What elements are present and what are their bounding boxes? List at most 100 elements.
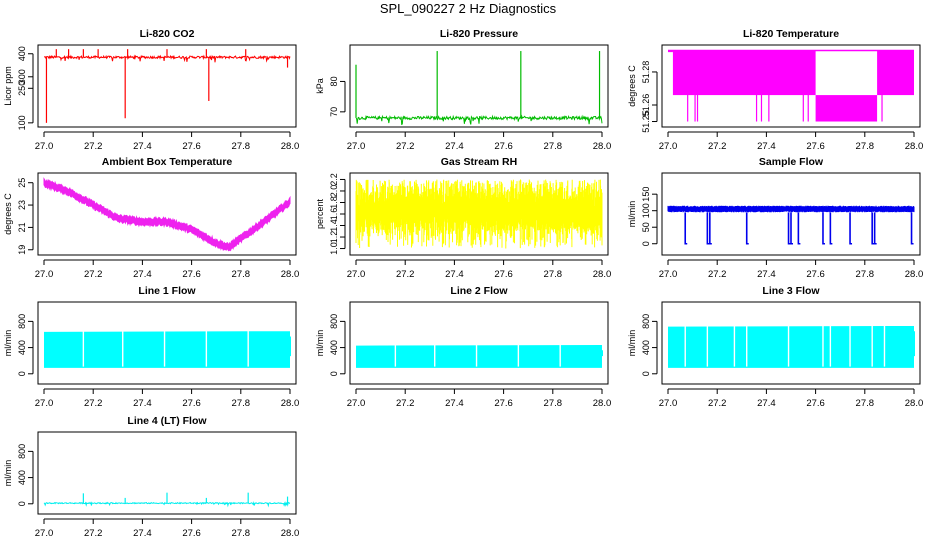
x-tick-label: 27.0	[35, 269, 54, 280]
chart-title: Li-820 Temperature	[743, 28, 839, 40]
plot-frame	[350, 302, 608, 384]
y-tick-label: 70	[329, 107, 339, 117]
x-axis: 27.0 27.2 27.4 27.6 27.8 28.0	[35, 389, 300, 409]
y-tick-label: 800	[329, 314, 339, 329]
y-axis: 0 400 800	[17, 444, 33, 506]
plot-frame	[38, 173, 296, 255]
data-layer	[668, 50, 914, 121]
x-tick-label: 28.0	[905, 398, 924, 409]
x-tick-label: 27.6	[494, 398, 513, 409]
series-band	[44, 179, 290, 251]
y-axis-label: ml/min	[627, 330, 637, 357]
x-tick-label: 27.8	[544, 269, 563, 280]
x-tick-label: 27.4	[757, 141, 776, 152]
y-axis-label: ml/min	[627, 201, 637, 228]
dip-mark	[710, 212, 712, 243]
y-tick-label: 400	[17, 46, 27, 61]
x-axis: 27.0 27.2 27.4 27.6 27.8 28.0	[347, 389, 612, 409]
x-tick-label: 27.6	[182, 141, 201, 152]
chart-8: Line 2 Flow ml/min 27.0 27.2 27.4 27.6 27.8 28.…	[315, 285, 611, 409]
x-tick-label: 27.8	[232, 398, 251, 409]
chart-title: Line 2 Flow	[450, 285, 508, 297]
x-tick-label: 27.8	[856, 398, 875, 409]
y-tick-label: 400	[17, 340, 27, 355]
x-tick-label: 27.4	[445, 141, 464, 152]
x-axis: 27.0 27.2 27.4 27.6 27.8 28.0	[347, 132, 612, 152]
data-layer	[668, 206, 914, 244]
data-layer	[44, 493, 290, 506]
x-tick-label: 28.0	[593, 141, 612, 152]
x-tick-label: 27.4	[133, 141, 152, 152]
x-tick-label: 27.0	[659, 269, 678, 280]
series-area	[356, 345, 602, 368]
x-tick-label: 27.2	[84, 398, 103, 409]
y-tick-label: 25	[17, 178, 27, 188]
y-tick-label: 23	[17, 200, 27, 210]
x-tick-label: 27.0	[35, 141, 54, 152]
x-tick-label: 27.4	[133, 269, 152, 280]
y-tick-label: 19	[17, 245, 27, 255]
x-tick-label: 27.2	[84, 141, 103, 152]
x-tick-label: 27.2	[708, 398, 727, 409]
x-tick-label: 27.0	[347, 269, 366, 280]
y-axis-label: percent	[315, 198, 325, 229]
x-tick-label: 28.0	[281, 398, 300, 409]
y-tick-label: 800	[17, 444, 27, 459]
chart-title: Gas Stream RH	[441, 156, 517, 168]
y-tick-label: 400	[329, 340, 339, 355]
y-tick-label: 100	[641, 203, 651, 218]
x-tick-label: 27.8	[232, 141, 251, 152]
dip-mark	[798, 212, 800, 243]
x-tick-label: 28.0	[593, 269, 612, 280]
data-layer	[44, 179, 290, 251]
x-tick-label: 27.2	[396, 269, 415, 280]
dip-mark	[875, 212, 877, 243]
x-axis: 27.0 27.2 27.4 27.6 27.8 28.0	[659, 260, 924, 280]
plot-frame	[350, 45, 608, 127]
chart-title: Line 3 Flow	[762, 285, 820, 297]
x-axis: 27.0 27.2 27.4 27.6 27.8 28.0	[35, 260, 300, 280]
y-axis: 70 80	[329, 76, 345, 116]
chart-7: Line 1 Flow ml/min 27.0 27.2 27.4 27.6 27.8 28.…	[3, 285, 299, 409]
x-tick-label: 27.4	[757, 398, 776, 409]
y-axis: 51.2551.2651.28	[641, 61, 657, 133]
x-tick-label: 27.0	[347, 141, 366, 152]
x-tick-label: 27.8	[856, 269, 875, 280]
y-tick-label: 0	[641, 241, 651, 246]
y-axis-label: Licor ppm	[3, 66, 13, 106]
y-axis: 1.01.21.41.61.82.02.2	[329, 173, 345, 255]
y-tick-label: 150	[641, 187, 651, 202]
y-tick-label: 51.26	[641, 94, 651, 117]
x-axis: 27.0 27.2 27.4 27.6 27.8 28.0	[659, 132, 924, 152]
y-tick-label: 80	[329, 76, 339, 86]
y-tick-label: 2.2	[329, 173, 339, 186]
y-tick-label: 800	[17, 314, 27, 329]
x-tick-label: 28.0	[905, 269, 924, 280]
y-axis: 100250300400	[17, 46, 33, 130]
x-axis: 27.0 27.2 27.4 27.6 27.8 28.0	[347, 260, 612, 280]
y-axis-label: ml/min	[3, 460, 13, 487]
x-tick-label: 28.0	[593, 398, 612, 409]
x-tick-label: 27.8	[544, 398, 563, 409]
x-tick-label: 27.2	[396, 398, 415, 409]
x-tick-label: 27.0	[659, 398, 678, 409]
x-tick-label: 27.0	[35, 528, 54, 539]
x-tick-label: 27.6	[182, 398, 201, 409]
x-tick-label: 27.8	[232, 269, 251, 280]
x-tick-label: 27.4	[445, 269, 464, 280]
chart-title: Line 1 Flow	[138, 285, 196, 297]
data-layer	[44, 330, 291, 368]
x-tick-label: 27.6	[182, 528, 201, 539]
series-area	[44, 331, 290, 368]
plots-grid: Li-820 CO2Licor ppm27.0 27.2 27.4 27.6 27.8 2…	[0, 0, 936, 540]
dip-mark	[747, 212, 749, 243]
chart-title: Li-820 Pressure	[440, 28, 518, 40]
chart-3: Li-820 Temperaturedegrees C27.0 27.2 27.4 2…	[627, 28, 923, 152]
x-tick-label: 27.8	[544, 141, 563, 152]
series-noise	[356, 180, 602, 249]
chart-title: Ambient Box Temperature	[102, 156, 233, 168]
dip-mark	[830, 212, 832, 243]
x-tick-label: 27.0	[347, 398, 366, 409]
x-tick-label: 27.8	[232, 528, 251, 539]
